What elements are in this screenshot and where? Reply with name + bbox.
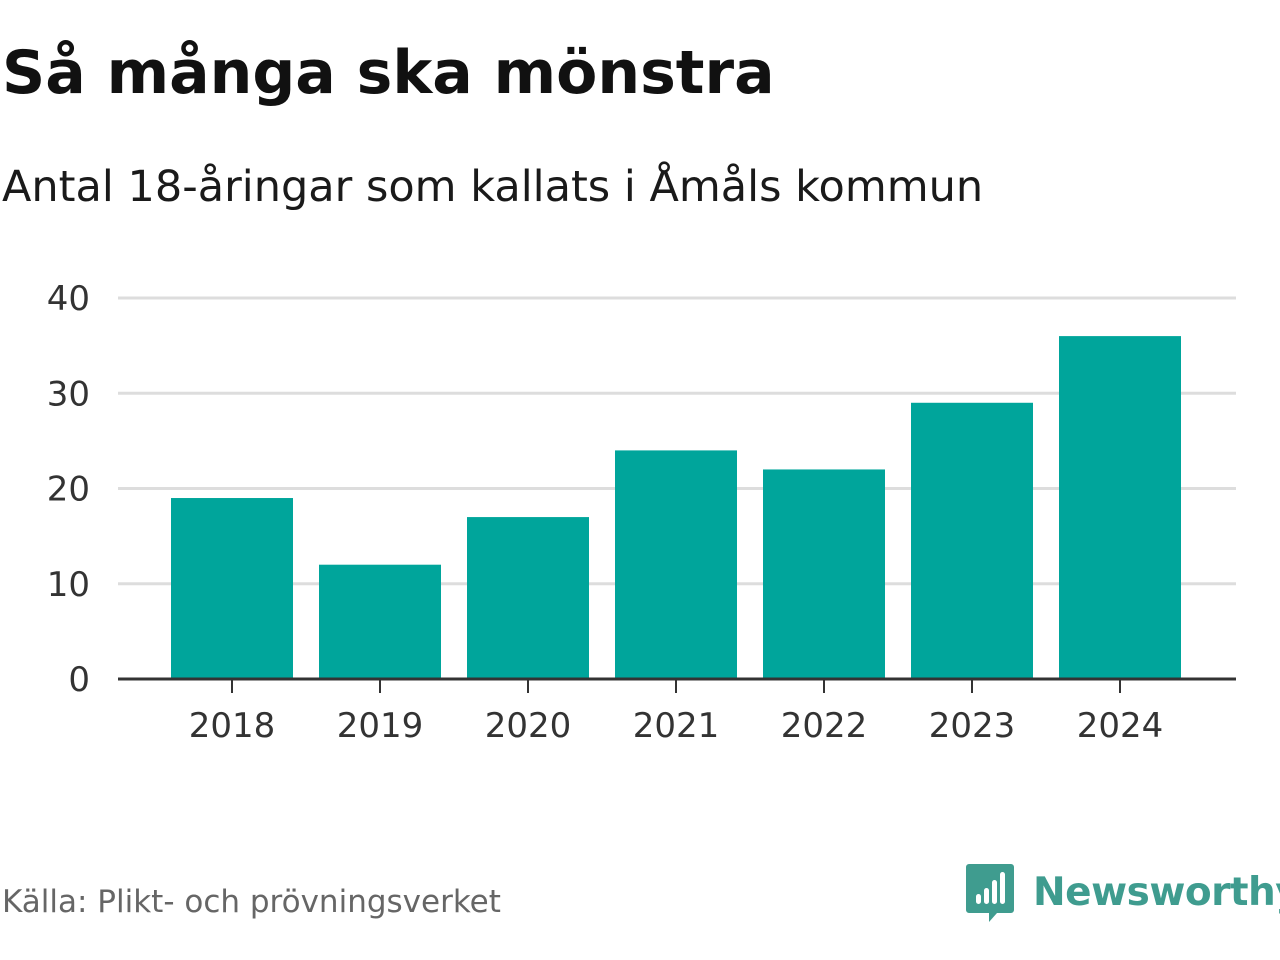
x-tick-label-2020: 2020 [485, 706, 572, 746]
brand-name: Newsworthy [1033, 869, 1280, 915]
y-tick-label-20: 20 [47, 470, 90, 510]
bars [171, 336, 1181, 679]
bar-2021 [615, 450, 737, 679]
y-tick-label-40: 40 [47, 279, 90, 319]
bar-2024 [1059, 336, 1181, 679]
x-tick-label-2018: 2018 [189, 706, 276, 746]
x-tick-label-2023: 2023 [929, 706, 1016, 746]
y-tick-label-0: 0 [68, 660, 90, 700]
x-tick-label-2021: 2021 [633, 706, 720, 746]
x-tick-label-2022: 2022 [781, 706, 868, 746]
x-tick-label-2024: 2024 [1077, 706, 1164, 746]
y-tick-label-10: 10 [47, 565, 90, 605]
x-tick-label-2019: 2019 [337, 706, 424, 746]
y-tick-label-30: 30 [47, 374, 90, 414]
brand-logo[interactable]: Newsworthy [965, 862, 1280, 922]
axes: 0 10 20 30 40 2018 2019 2020 2021 2022 2023 2024 [47, 279, 1236, 746]
bar-2022 [763, 469, 885, 679]
bar-2018 [171, 498, 293, 679]
bar-2020 [467, 517, 589, 679]
source-note: Källa: Plikt- och prövningsverket [2, 884, 501, 920]
chart-title: Så många ska mönstra [2, 38, 775, 108]
bar-2023 [911, 402, 1033, 679]
chart-subtitle: Antal 18-åringar som kallats i Åmåls kom… [2, 162, 984, 212]
newsworthy-logo-icon [966, 864, 1014, 922]
bar-2019 [319, 564, 441, 679]
